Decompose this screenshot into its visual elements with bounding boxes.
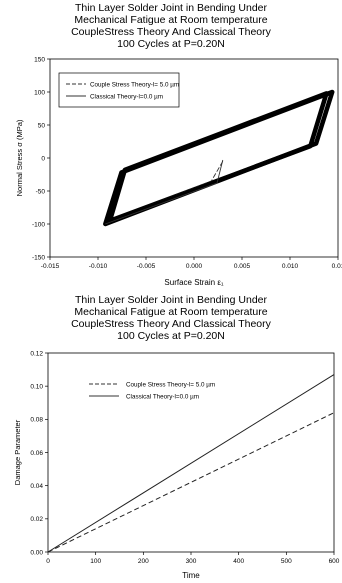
x-tick-label: 0	[46, 558, 50, 565]
legend-box	[58, 72, 180, 108]
y-tick-label: 0.10	[30, 383, 43, 390]
legend-label: Couple Stress Theory-l= 5.0 µm	[90, 81, 179, 88]
y-tick-label: 0.00	[30, 549, 43, 556]
legend-label: Couple Stress Theory-l= 5.0 µm	[126, 381, 215, 388]
y-tick-label: 50	[38, 122, 46, 129]
damage-time-plot: 0 100 200 300 400 500 600 0.00 0.02 0.04 0.06 0.08 0…	[13, 350, 340, 580]
x-tick-label: 500	[281, 558, 292, 565]
y-tick-label: -150	[32, 254, 45, 261]
x-tick-label: -0.005	[137, 263, 156, 270]
x-tick-label: 0.010	[282, 263, 299, 270]
hysteresis-loop	[107, 91, 329, 223]
x-tick-label: 300	[186, 558, 197, 565]
x-tick-label: 0.000	[186, 263, 203, 270]
y-tick-label: 150	[34, 56, 45, 63]
series-line	[47, 374, 335, 553]
chart-title: Thin Layer Solder Joint in Bending Under…	[0, 2, 342, 50]
hysteresis-loop	[103, 89, 335, 227]
y-tick-label: 0.04	[30, 483, 43, 490]
chart-title-line: Thin Layer Solder Joint in Bending Under	[74, 294, 268, 306]
x-tick-label: 200	[138, 558, 149, 565]
y-tick-label: -100	[32, 221, 45, 228]
x-tick-label: 400	[233, 558, 244, 565]
x-axis-label: Surface Strain ε₁	[164, 278, 223, 287]
chart-title: Thin Layer Solder Joint in Bending Under…	[0, 294, 342, 342]
x-tick-label: 100	[90, 558, 101, 565]
y-tick-label: 0.06	[30, 450, 43, 457]
chart-title-line: Mechanical Fatigue at Room temperature	[74, 306, 268, 318]
legend-label: Classical Theory-l=0.0 µm	[126, 393, 199, 400]
y-axis-label: Damage Parameter	[13, 419, 22, 485]
y-tick-label: 0.02	[30, 516, 43, 523]
chart-title-line: 100 Cycles at P=0.20N	[117, 38, 225, 50]
x-tick-label: -0.015	[41, 263, 60, 270]
chart-title-line: Thin Layer Solder Joint in Bending Under	[74, 2, 268, 14]
stress-strain-chart: Thin Layer Solder Joint in Bending Under…	[0, 0, 342, 290]
y-tick-label: 0.08	[30, 417, 43, 424]
y-tick-label: -50	[36, 188, 46, 195]
y-tick-label: 100	[34, 89, 45, 96]
legend-label: Classical Theory-l=0.0 µm	[90, 93, 163, 100]
damage-time-chart: Thin Layer Solder Joint in Bending Under…	[0, 290, 342, 583]
y-tick-label: 0	[41, 155, 45, 162]
chart-title-line: Mechanical Fatigue at Room temperature	[74, 14, 268, 26]
stress-strain-plot: -0.015 -0.010 -0.005 0.000 0.005 0.010 0.01 -15…	[15, 56, 342, 287]
x-tick-label: 0.005	[234, 263, 251, 270]
x-tick-label: 600	[329, 558, 340, 565]
loading-curve	[105, 159, 224, 225]
chart-title-line: CoupleStress Theory And Classical Theory	[71, 318, 271, 330]
series-line	[47, 412, 335, 553]
y-tick-label: 0.12	[30, 350, 43, 357]
chart-title-line: CoupleStress Theory And Classical Theory	[71, 26, 271, 38]
x-axis-label: Time	[182, 571, 200, 580]
y-axis-label: Normal Stress σ (MPa)	[15, 119, 24, 196]
x-tick-label: 0.01	[332, 263, 342, 270]
x-tick-label: -0.010	[89, 263, 108, 270]
chart-title-line: 100 Cycles at P=0.20N	[117, 330, 225, 342]
